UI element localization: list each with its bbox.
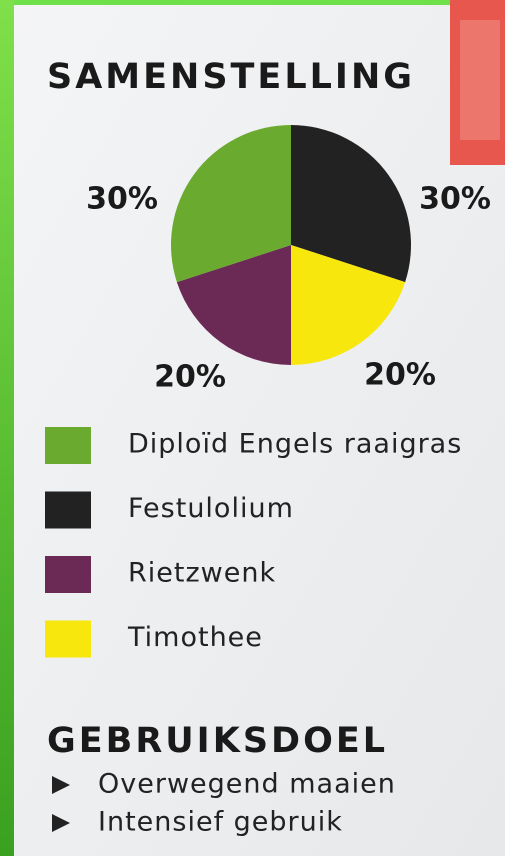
legend-swatch: [45, 621, 91, 658]
top-border: [0, 0, 505, 5]
legend-swatch: [45, 492, 91, 529]
legend-swatch: [45, 427, 91, 464]
slice-label: 30%: [86, 182, 158, 217]
left-border: [0, 0, 14, 856]
usage-title: GEBRUIKSDOEL: [47, 721, 388, 761]
legend-label: Festulolium: [128, 493, 294, 524]
legend-label: Rietzwenk: [128, 558, 276, 589]
usage-item: Overwegend maaien: [98, 769, 396, 800]
legend-label: Diploïd Engels raaigras: [128, 429, 462, 460]
legend-swatch: [45, 556, 91, 593]
slice-label: 30%: [419, 182, 491, 217]
chart-title: SAMENSTELLING: [47, 57, 415, 97]
legend-label: Timothee: [127, 622, 263, 653]
product-image-detail: [460, 20, 500, 140]
slice-label: 20%: [364, 358, 436, 393]
chart: SAMENSTELLING GEBRUIKSDOEL Overwegend ma…: [0, 0, 505, 856]
usage-item: Intensief gebruik: [98, 807, 343, 838]
page: {"chart_data": {"type": "pie", "title": …: [0, 0, 505, 856]
slice-label: 20%: [154, 360, 226, 395]
